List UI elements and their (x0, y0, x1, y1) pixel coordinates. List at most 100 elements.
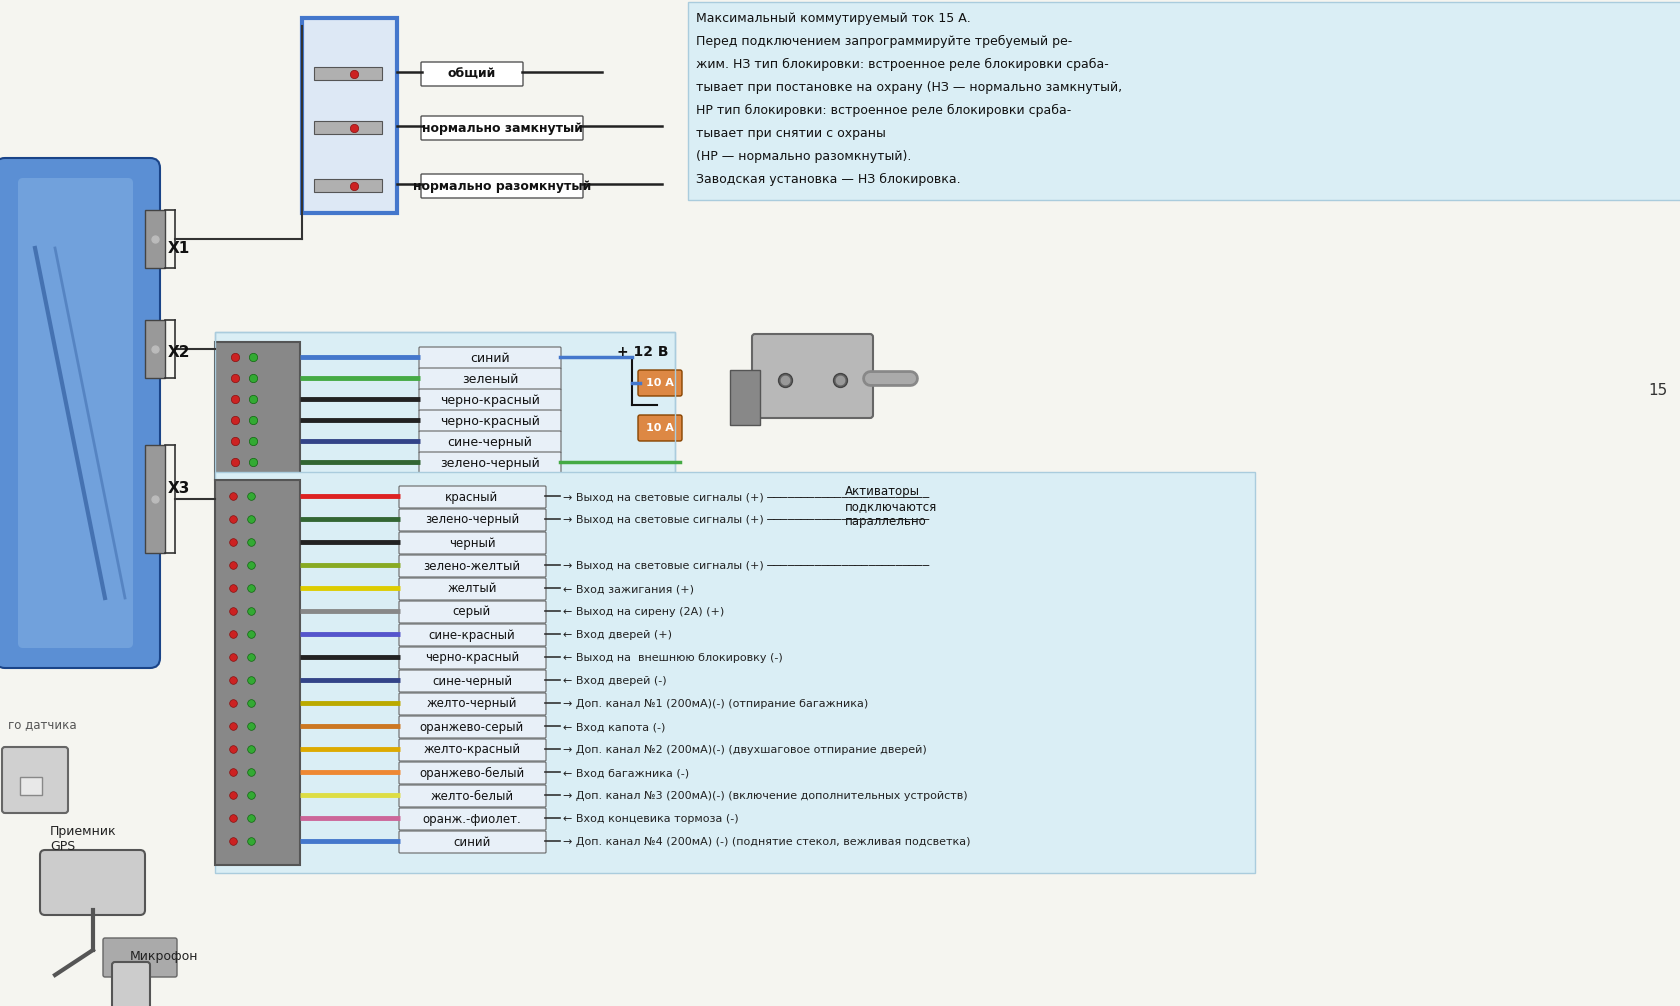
FancyBboxPatch shape (398, 509, 546, 531)
Text: ← Вход дверей (-): ← Вход дверей (-) (563, 676, 667, 686)
FancyBboxPatch shape (398, 693, 546, 715)
Text: черно-красный: черно-красный (425, 652, 519, 665)
FancyBboxPatch shape (418, 368, 561, 390)
FancyBboxPatch shape (144, 320, 165, 378)
FancyBboxPatch shape (398, 601, 546, 623)
FancyBboxPatch shape (215, 480, 299, 865)
FancyBboxPatch shape (20, 777, 42, 795)
FancyBboxPatch shape (638, 370, 682, 396)
Text: синий: синий (454, 836, 491, 848)
Text: сине-черный: сине-черный (447, 436, 533, 449)
FancyBboxPatch shape (314, 179, 381, 192)
FancyBboxPatch shape (398, 486, 546, 508)
FancyBboxPatch shape (398, 647, 546, 669)
Text: черный: черный (449, 536, 496, 549)
Text: сине-красный: сине-красный (428, 629, 516, 642)
Text: желтый: желтый (447, 582, 497, 596)
Text: желто-красный: желто-красный (423, 743, 521, 757)
Text: Максимальный коммутируемый ток 15 А.: Максимальный коммутируемый ток 15 А. (696, 12, 969, 25)
Text: ← Вход зажигания (+): ← Вход зажигания (+) (563, 584, 694, 594)
Text: → Доп. канал №1 (200мА)(-) (отпирание багажника): → Доп. канал №1 (200мА)(-) (отпирание ба… (563, 699, 869, 709)
FancyBboxPatch shape (18, 178, 133, 648)
Text: зелено-черный: зелено-черный (425, 513, 519, 526)
Text: → Выход на световые сигналы (+) ────────────────────────: → Выход на световые сигналы (+) ────────… (563, 492, 929, 502)
Text: → Выход на световые сигналы (+) ────────────────────────: → Выход на световые сигналы (+) ────────… (563, 515, 929, 525)
Text: 10 А: 10 А (645, 378, 674, 388)
Text: желто-белый: желто-белый (430, 790, 514, 803)
Text: черно-красный: черно-красный (440, 414, 539, 428)
FancyBboxPatch shape (215, 332, 675, 490)
FancyBboxPatch shape (398, 624, 546, 646)
Text: → Выход на световые сигналы (+) ────────────────────────: → Выход на световые сигналы (+) ────────… (563, 561, 929, 571)
Text: серый: серый (452, 606, 491, 619)
Text: тывает при постановке на охрану (НЗ — нормально замкнутый,: тывает при постановке на охрану (НЗ — но… (696, 81, 1122, 94)
Text: оранжево-серый: оранжево-серый (420, 720, 524, 733)
FancyBboxPatch shape (398, 762, 546, 784)
Text: Активаторы
подключаются
параллельно: Активаторы подключаются параллельно (845, 485, 937, 528)
Text: ← Вход багажника (-): ← Вход багажника (-) (563, 768, 689, 778)
Text: Заводская установка — НЗ блокировка.: Заводская установка — НЗ блокировка. (696, 173, 959, 186)
Text: X2: X2 (168, 344, 190, 359)
FancyBboxPatch shape (398, 808, 546, 830)
FancyBboxPatch shape (398, 578, 546, 600)
Text: желто-черный: желто-черный (427, 697, 517, 710)
FancyBboxPatch shape (215, 342, 299, 480)
FancyBboxPatch shape (113, 962, 150, 1006)
FancyBboxPatch shape (687, 2, 1680, 200)
Text: общий: общий (447, 67, 496, 80)
Text: X1: X1 (168, 240, 190, 256)
Text: зелено-желтый: зелено-желтый (423, 559, 521, 572)
FancyBboxPatch shape (418, 452, 561, 474)
FancyBboxPatch shape (398, 716, 546, 738)
FancyBboxPatch shape (418, 431, 561, 453)
FancyBboxPatch shape (144, 210, 165, 268)
Text: Микрофон: Микрофон (129, 950, 198, 963)
Text: тывает при снятии с охраны: тывает при снятии с охраны (696, 127, 885, 140)
Text: оранжево-белый: оранжево-белый (418, 767, 524, 780)
FancyBboxPatch shape (215, 472, 1255, 873)
Text: ← Вход капота (-): ← Вход капота (-) (563, 722, 665, 732)
Text: зеленый: зеленый (462, 372, 517, 385)
Text: ← Вход дверей (+): ← Вход дверей (+) (563, 630, 672, 640)
Text: ← Вход концевика тормоза (-): ← Вход концевика тормоза (-) (563, 814, 738, 824)
FancyBboxPatch shape (398, 532, 546, 554)
Text: оранж.-фиолет.: оранж.-фиолет. (422, 813, 521, 826)
Text: черно-красный: черно-красный (440, 393, 539, 406)
FancyBboxPatch shape (420, 174, 583, 198)
Text: го датчика: го датчика (8, 718, 77, 731)
Text: 10 А: 10 А (645, 423, 674, 433)
Text: Перед подключением запрограммируйте требуемый ре-: Перед подключением запрограммируйте треб… (696, 35, 1072, 48)
FancyBboxPatch shape (418, 389, 561, 411)
FancyBboxPatch shape (398, 555, 546, 577)
Text: 15: 15 (1646, 382, 1667, 397)
Text: + 12 В: + 12 В (617, 345, 669, 359)
Text: сине-черный: сине-черный (432, 674, 512, 687)
FancyBboxPatch shape (2, 747, 67, 813)
Text: → Доп. канал №3 (200мА)(-) (включение дополнительных устройств): → Доп. канал №3 (200мА)(-) (включение до… (563, 791, 968, 801)
FancyBboxPatch shape (418, 410, 561, 432)
FancyBboxPatch shape (314, 121, 381, 134)
FancyBboxPatch shape (302, 18, 396, 213)
Text: ← Выход на сирену (2А) (+): ← Выход на сирену (2А) (+) (563, 607, 724, 617)
FancyBboxPatch shape (420, 116, 583, 140)
Text: → Доп. канал №2 (200мА)(-) (двухшаговое отпирание дверей): → Доп. канал №2 (200мА)(-) (двухшаговое … (563, 745, 926, 756)
FancyBboxPatch shape (420, 62, 522, 86)
Text: → Доп. канал №4 (200мА) (-) (поднятие стекол, вежливая подсветка): → Доп. канал №4 (200мА) (-) (поднятие ст… (563, 837, 969, 847)
FancyBboxPatch shape (398, 739, 546, 761)
FancyBboxPatch shape (314, 67, 381, 80)
FancyBboxPatch shape (0, 158, 160, 668)
FancyBboxPatch shape (638, 415, 682, 441)
Text: синий: синий (470, 351, 509, 364)
Text: нормально замкнутый: нормально замкнутый (422, 122, 581, 135)
Text: Приемник
GPS: Приемник GPS (50, 825, 116, 853)
FancyBboxPatch shape (398, 831, 546, 853)
FancyBboxPatch shape (398, 785, 546, 807)
Text: (НР — нормально разомкнутый).: (НР — нормально разомкнутый). (696, 150, 911, 163)
FancyBboxPatch shape (102, 938, 176, 977)
FancyBboxPatch shape (418, 347, 561, 369)
Text: ← Выход на  внешнюю блокировку (-): ← Выход на внешнюю блокировку (-) (563, 653, 783, 663)
Text: X3: X3 (168, 481, 190, 496)
Text: жим. НЗ тип блокировки: встроенное реле блокировки сраба-: жим. НЗ тип блокировки: встроенное реле … (696, 58, 1109, 71)
FancyBboxPatch shape (751, 334, 872, 418)
Text: красный: красный (445, 491, 499, 503)
